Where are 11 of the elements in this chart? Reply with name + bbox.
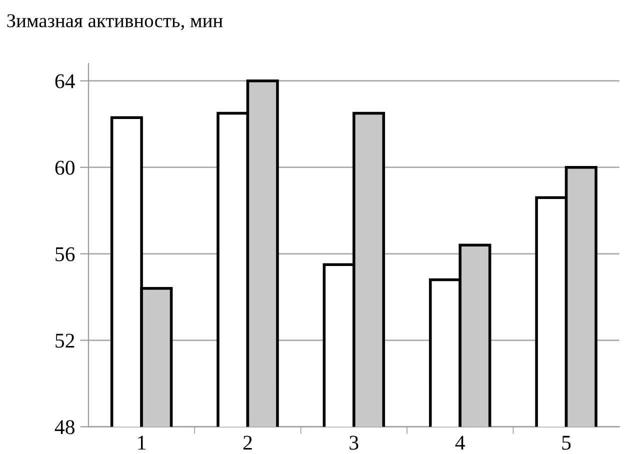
x-tick-label: 4 <box>455 436 465 450</box>
y-tick-label: 64 <box>55 74 75 88</box>
y-tick-label: 48 <box>54 420 74 434</box>
y-tick-label: 60 <box>55 160 74 175</box>
y-axis-title: Зимазная активность, мин <box>7 14 223 30</box>
x-tick-label: 5 <box>562 436 571 450</box>
y-tick-label: 56 <box>56 247 75 262</box>
x-tick-label: 2 <box>243 436 252 450</box>
x-tick-label: 1 <box>138 436 146 450</box>
y-tick-label: 52 <box>56 334 74 348</box>
x-tick-label: 3 <box>350 436 358 450</box>
